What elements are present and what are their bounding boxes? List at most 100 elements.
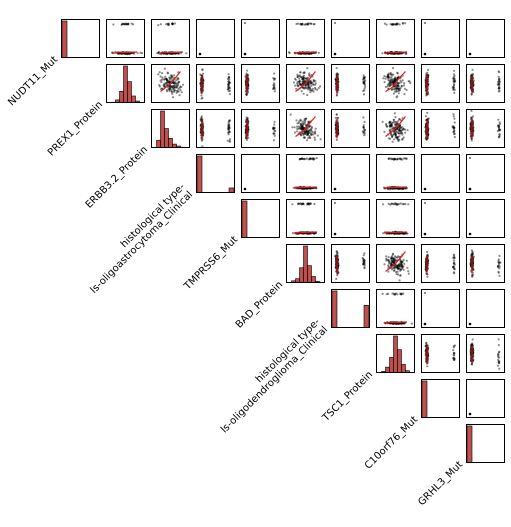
data-point [386,76,389,79]
data-point [388,188,391,191]
data-point [302,126,305,129]
data-point [169,84,172,87]
data-point [335,250,338,253]
data-point [452,126,455,129]
data-point [497,80,500,83]
data-point [497,78,500,81]
data-point [387,202,390,205]
data-point [453,126,456,129]
data-point [398,81,401,85]
data-point [390,23,393,26]
data-point [363,261,366,264]
data-point [171,85,174,88]
data-point [180,85,183,89]
panel-histological-type-ls-oligoastrocytoma-clinical-vs-histological-type-ls-oligodendroglioma-clinical [331,154,370,193]
panel-nudt11-mut-vs-erbb3-2-protein [151,19,190,58]
data-point [362,260,365,263]
data-point [298,158,301,161]
data-point [335,94,338,97]
data-point [453,357,456,360]
data-point [497,127,501,130]
data-point [400,261,403,264]
data-point [396,157,400,160]
data-point [389,76,392,79]
data-point [469,79,472,82]
panel-tsc1-protein-vs-c10orf76-mut [421,334,460,373]
data-point [198,52,202,56]
data-point [424,342,428,345]
data-point [395,292,398,295]
data-point [396,136,399,139]
panel-tmprss6-mut-vs-c10orf76-mut [421,199,460,238]
data-point [424,268,427,271]
data-point [177,80,180,83]
data-point [161,76,164,79]
data-point [385,259,388,262]
data-point [398,129,401,132]
fit-line [158,51,183,54]
data-point [387,259,390,262]
data-point [498,86,501,89]
data-point [301,126,304,129]
data-point [427,127,430,130]
data-point [427,133,430,136]
data-point [304,23,307,26]
data-point [305,157,308,160]
data-point [390,263,393,266]
data-point [453,129,456,132]
data-point [247,129,250,132]
data-point [296,130,299,133]
data-point [390,261,393,264]
data-point [335,113,338,116]
data-point [309,202,312,205]
data-point [306,76,309,79]
data-point [227,128,230,131]
data-point [453,352,456,355]
data-point [127,23,130,26]
data-point [308,52,311,55]
data-point [158,71,161,74]
data-point [396,256,399,259]
fit-line [385,251,406,272]
data-point [309,87,312,90]
data-point [299,202,302,205]
data-point [453,268,456,271]
data-point [400,157,403,160]
data-point [227,80,230,83]
panel-frame [241,154,280,193]
data-point [391,322,394,325]
variable-label-prex1-protein: PREX1_Protein [46,99,105,158]
data-point [394,87,398,90]
data-point [302,136,305,139]
data-point [170,77,173,80]
data-point [171,23,174,26]
data-point [169,76,172,79]
data-point [288,51,291,55]
data-point [172,88,175,91]
data-point [393,157,396,160]
data-point [472,351,475,354]
data-point [312,23,315,26]
panel-prex1-protein-vs-c10orf76-mut [421,64,460,103]
panel-frame [421,154,460,193]
data-point [401,203,404,206]
data-point [363,89,366,92]
data-point [363,259,366,262]
data-point [452,262,455,265]
data-point [389,84,393,87]
data-point [334,265,337,269]
panel-frame [196,154,235,193]
data-point [159,23,162,26]
data-point [402,292,405,295]
data-point [305,130,308,133]
data-point [398,265,401,268]
data-point [169,77,172,81]
data-point [453,256,456,259]
hist-bar [389,357,394,373]
panel-frame [466,334,505,373]
data-point [497,259,500,262]
data-point [497,126,500,129]
panel-erbb3-2-protein-vs-histological-type-ls-oligoastrocytoma-clinical [196,109,235,148]
data-point [300,23,303,26]
data-point [394,133,397,137]
